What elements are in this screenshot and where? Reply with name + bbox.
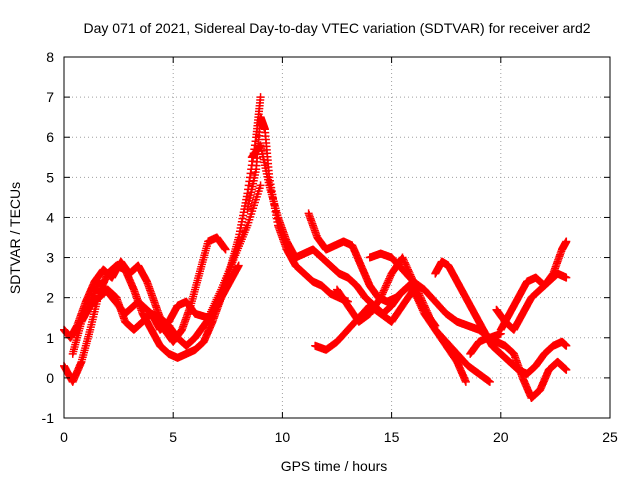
y-tick-label: 6: [46, 129, 54, 145]
data-point-interp: [428, 320, 437, 329]
y-tick-label: 5: [46, 169, 54, 185]
data-point-interp: [378, 290, 387, 299]
data-point-interp: [421, 305, 430, 314]
data-point-interp: [382, 281, 391, 290]
y-tick-label: 3: [46, 250, 54, 266]
data-point-interp: [414, 289, 423, 298]
data-point: [376, 293, 385, 302]
series-sat-n: [496, 237, 571, 334]
data-point-interp: [399, 255, 408, 264]
data-point-interp: [426, 315, 435, 324]
data-point-interp: [402, 262, 411, 271]
x-tick-label: 10: [275, 429, 291, 445]
y-tick-label: 7: [46, 89, 54, 105]
data-point-interp: [424, 310, 433, 319]
x-tick-label: 5: [169, 429, 177, 445]
y-tick-label: 8: [46, 49, 54, 65]
data-point-interp: [385, 274, 394, 283]
data-point-interp: [415, 291, 424, 300]
series-sat-i: [333, 253, 494, 386]
data-point-interp: [418, 296, 427, 305]
y-tick-label: 0: [46, 370, 54, 386]
data-point: [234, 261, 243, 270]
data-point-interp: [379, 286, 388, 295]
data-point-interp: [400, 258, 409, 267]
data-point-interp: [416, 293, 425, 302]
data-point-interp: [400, 256, 409, 265]
data-points: [60, 93, 571, 402]
data-point-interp: [384, 276, 393, 285]
data-point: [398, 253, 407, 262]
data-point-interp: [377, 291, 386, 300]
series-sat-a: [60, 93, 265, 386]
data-point-interp: [380, 285, 389, 294]
data-point-interp: [427, 317, 436, 326]
data-point-interp: [383, 278, 392, 287]
y-tick-label: -1: [42, 410, 55, 426]
data-point-interp: [421, 303, 430, 312]
data-point-interp: [379, 288, 388, 297]
data-point-interp: [428, 318, 437, 327]
data-point-interp: [425, 312, 434, 321]
data-point-interp: [401, 260, 410, 269]
y-axis-label: SDTVAR / TECUs: [7, 182, 23, 294]
data-point-interp: [381, 283, 390, 292]
data-point-interp: [429, 322, 438, 331]
y-tick-label: 4: [46, 209, 54, 225]
data-point-interp: [423, 308, 432, 317]
plot-frame: [63, 56, 611, 419]
data-point: [256, 93, 265, 102]
y-tick-label: 1: [46, 330, 54, 346]
data-point: [221, 245, 230, 254]
series-sat-d: [81, 181, 265, 334]
data-point: [256, 181, 265, 190]
grid-lines: [64, 57, 610, 418]
data-point-interp: [386, 273, 395, 282]
x-tick-label: 15: [384, 429, 400, 445]
data-point: [420, 301, 429, 310]
chart-title: Day 071 of 2021, Sidereal Day-to-day VTE…: [83, 20, 590, 36]
y-tick-label: 2: [46, 290, 54, 306]
x-tick-label: 0: [60, 429, 68, 445]
data-point-interp: [414, 287, 423, 296]
data-point-interp: [425, 313, 434, 322]
data-point-interp: [418, 298, 427, 307]
data-point-interp: [417, 294, 426, 303]
data-point-interp: [422, 306, 431, 315]
data-point-interp: [419, 299, 428, 308]
x-tick-label: 25: [602, 429, 618, 445]
series-sat-e: [243, 113, 352, 306]
data-point: [461, 377, 470, 386]
data-point-interp: [382, 279, 391, 288]
x-tick-label: 20: [493, 429, 509, 445]
x-axis-label: GPS time / hours: [281, 458, 388, 474]
